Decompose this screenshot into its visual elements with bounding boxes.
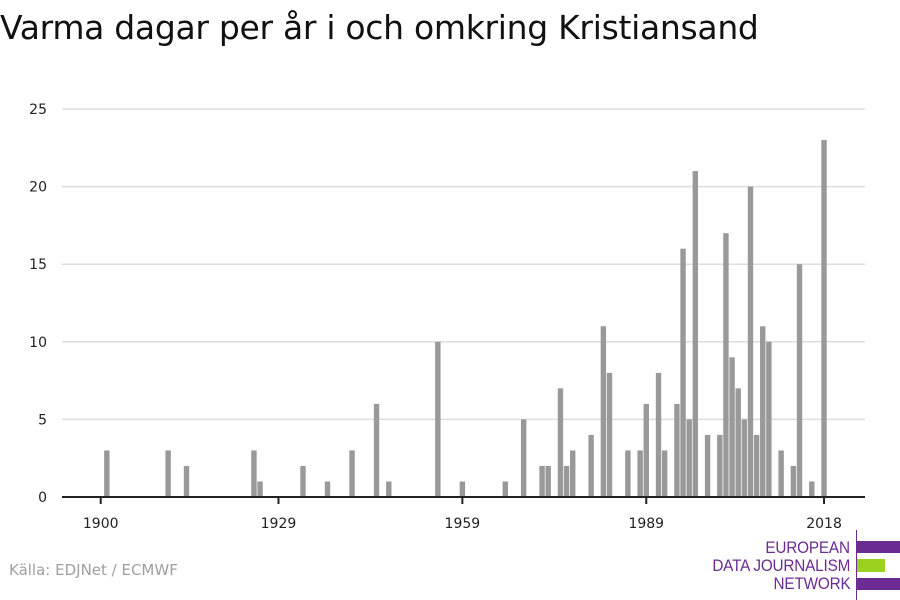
bar-2001	[717, 434, 723, 497]
bars	[104, 140, 827, 498]
bar-1992	[661, 450, 668, 497]
bar-1955	[435, 341, 441, 497]
bar-2005	[741, 419, 748, 497]
y-tick-label: 15	[29, 257, 47, 273]
bar-1983	[606, 372, 613, 497]
bar-1997	[692, 171, 699, 497]
bar-1914	[183, 465, 190, 497]
chart-title: Varma dagar per år i och omkring Kristia…	[0, 8, 759, 47]
bar-2013	[790, 465, 797, 497]
bar-1959	[459, 481, 466, 497]
y-tick-label: 5	[38, 412, 47, 428]
logo-line-2: DATA JOURNALISM	[712, 556, 850, 575]
bar-2002	[723, 233, 729, 497]
y-axis: 0 5 10 15 20 25	[29, 102, 47, 506]
bar-2006	[747, 186, 754, 497]
bar-2009	[766, 341, 772, 497]
bar-1980	[588, 434, 594, 497]
bar-1975	[557, 388, 564, 497]
logo-line-1: EUROPEAN	[765, 538, 851, 557]
bar-1976	[563, 465, 570, 497]
y-tick-label: 0	[38, 490, 47, 506]
x-axis: 1900 1929 1959 1989 2018	[62, 496, 865, 532]
bar-1977	[570, 450, 576, 497]
bar-1986	[625, 450, 631, 497]
bar-1947	[386, 481, 392, 497]
bar-1945	[373, 403, 380, 497]
bar-1933	[300, 465, 306, 497]
y-tick-label: 25	[29, 102, 47, 118]
bar-2003	[729, 357, 735, 497]
y-tick-label: 20	[29, 180, 47, 196]
bar-1999	[704, 434, 711, 497]
bar-2011	[778, 450, 784, 497]
logo-divider	[856, 530, 857, 600]
bar-1988	[637, 450, 643, 497]
bar-1982	[600, 326, 607, 497]
bar-1969	[520, 419, 527, 497]
bar-1994	[674, 403, 680, 497]
bar-1966	[502, 481, 508, 497]
bar-1941	[349, 450, 355, 497]
bar-1911	[165, 450, 171, 497]
x-tick-label: 1959	[445, 516, 481, 532]
bar-1973	[545, 465, 551, 497]
bar-2004	[735, 388, 741, 497]
bar-1937	[324, 481, 331, 497]
bar-2018	[821, 140, 827, 498]
bar-1996	[686, 419, 692, 497]
x-tick-label: 1929	[261, 516, 297, 532]
bar-2016	[809, 481, 815, 497]
source-note: Källa: EDJNet / ECMWF	[9, 561, 178, 579]
gridlines	[62, 108, 865, 421]
bar-2014	[796, 264, 803, 497]
logo-bar-purple-top	[857, 541, 900, 553]
y-tick-label: 10	[29, 335, 47, 351]
x-tick-label: 1989	[628, 516, 664, 532]
bar-1989	[643, 403, 649, 497]
x-tick-label: 1900	[83, 516, 119, 532]
bar-1972	[539, 465, 545, 497]
bar-1991	[655, 372, 662, 497]
x-tick-label: 2018	[806, 516, 842, 532]
bar-1926	[257, 481, 263, 497]
bar-1901	[104, 450, 110, 497]
bar-2007	[753, 434, 760, 497]
bar-1995	[680, 248, 686, 497]
logo-bar-purple-bottom	[857, 578, 900, 590]
bar-2008	[760, 326, 766, 497]
logo-bar-green	[857, 559, 885, 572]
bar-1925	[251, 450, 257, 497]
logo-line-3: NETWORK	[773, 574, 850, 593]
